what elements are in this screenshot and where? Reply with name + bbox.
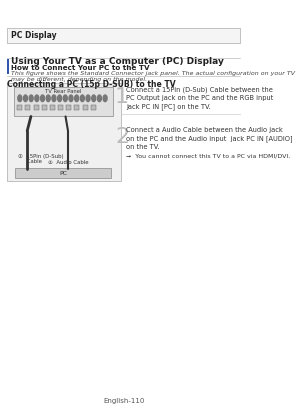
- Circle shape: [86, 95, 90, 102]
- Text: English-110: English-110: [103, 398, 144, 404]
- Text: ②  Audio Cable: ② Audio Cable: [48, 160, 89, 165]
- Bar: [34, 105, 39, 110]
- Bar: [82, 105, 88, 110]
- Bar: [17, 105, 22, 110]
- Bar: [8, 83, 121, 181]
- Text: This figure shows the Standard Connector jack panel. The actual configuration on: This figure shows the Standard Connector…: [11, 71, 295, 82]
- Text: Using Your TV as a Computer (PC) Display: Using Your TV as a Computer (PC) Display: [11, 57, 224, 66]
- Circle shape: [35, 95, 39, 102]
- Bar: [7, 59, 9, 74]
- Text: 2: 2: [115, 127, 129, 147]
- Circle shape: [98, 95, 101, 102]
- Bar: [58, 105, 63, 110]
- Text: 1: 1: [115, 87, 129, 107]
- Text: Connect a Audio Cable between the Audio jack
on the PC and the Audio input  jack: Connect a Audio Cable between the Audio …: [126, 127, 293, 150]
- Bar: [8, 28, 240, 43]
- Circle shape: [92, 95, 96, 102]
- Circle shape: [80, 95, 84, 102]
- Circle shape: [58, 95, 62, 102]
- Bar: [74, 105, 80, 110]
- Text: PC: PC: [59, 171, 67, 176]
- Text: PC Display: PC Display: [11, 31, 57, 40]
- Circle shape: [18, 95, 22, 102]
- Circle shape: [69, 95, 73, 102]
- Bar: [91, 105, 96, 110]
- Text: ➞  You cannot connect this TV to a PC via HDMI/DVI.: ➞ You cannot connect this TV to a PC via…: [126, 154, 290, 159]
- Bar: [26, 105, 30, 110]
- Bar: [50, 105, 55, 110]
- Bar: [42, 105, 47, 110]
- Circle shape: [29, 95, 33, 102]
- Circle shape: [40, 95, 44, 102]
- Bar: [66, 105, 71, 110]
- Circle shape: [52, 95, 56, 102]
- Bar: [15, 168, 111, 178]
- Circle shape: [46, 95, 50, 102]
- Bar: [14, 87, 112, 116]
- Circle shape: [23, 95, 28, 102]
- Circle shape: [63, 95, 67, 102]
- Text: Connecting a PC (15p D-SUB) to the TV: Connecting a PC (15p D-SUB) to the TV: [8, 80, 176, 89]
- Circle shape: [103, 95, 107, 102]
- Text: TV Rear Panel: TV Rear Panel: [45, 89, 81, 94]
- Text: How to Connect Your PC to the TV: How to Connect Your PC to the TV: [11, 65, 150, 71]
- Circle shape: [75, 95, 79, 102]
- Text: ①  15Pin (D-Sub)
     Cable: ① 15Pin (D-Sub) Cable: [18, 154, 63, 164]
- Text: Connect a 15Pin (D-Sub) Cable between the
PC Output jack on the PC and the RGB i: Connect a 15Pin (D-Sub) Cable between th…: [126, 87, 273, 110]
